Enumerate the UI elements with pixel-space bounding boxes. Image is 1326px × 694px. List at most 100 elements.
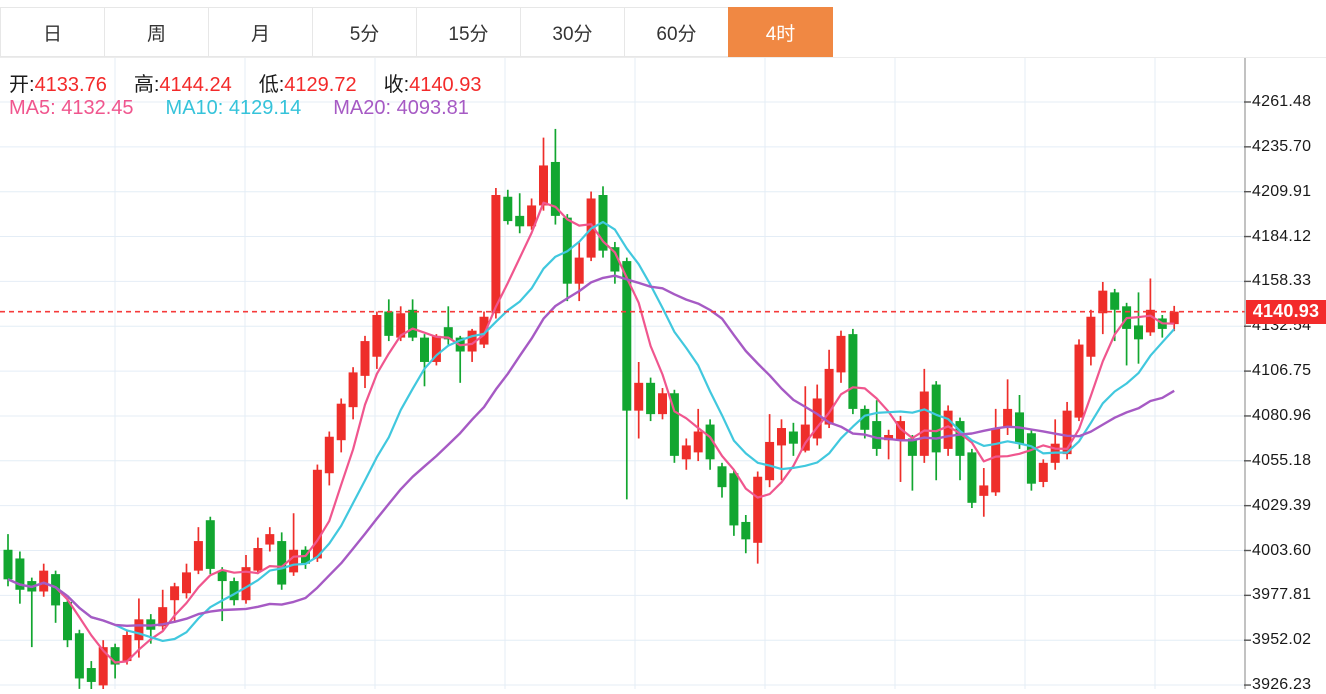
candle [1134, 292, 1143, 364]
y-axis-label: 4080.96 [1252, 406, 1312, 424]
candles-layer [3, 128, 1179, 689]
candle [74, 629, 84, 689]
candle [420, 334, 429, 387]
candle [431, 334, 441, 366]
y-axis-label: 4261.48 [1252, 93, 1312, 110]
y-axis-label: 4003.60 [1252, 541, 1312, 559]
candle [765, 414, 775, 488]
candle [134, 598, 144, 658]
candle [848, 328, 858, 415]
candle [681, 438, 691, 470]
current-price-badge: 4140.93 [1246, 299, 1326, 324]
candle [693, 408, 703, 462]
candle [515, 193, 525, 234]
y-axis-label: 4029.39 [1252, 496, 1312, 514]
candle [193, 527, 203, 575]
timeframe-tab-bar: 日周月 5分 15分 30分 60分 4时 [0, 7, 833, 57]
candle [1169, 305, 1179, 332]
candle [1026, 429, 1036, 491]
candle [907, 434, 917, 491]
y-axis-label: 4209.91 [1252, 182, 1312, 200]
open-label: 开: [9, 74, 35, 96]
tab-30min[interactable]: 30分 [520, 7, 625, 57]
candle [979, 468, 989, 517]
candle [360, 335, 370, 389]
candle [63, 598, 72, 648]
candle [1074, 339, 1084, 422]
tab-60min[interactable]: 60分 [624, 7, 729, 57]
candle [479, 311, 489, 349]
tab-day[interactable]: 日 [0, 7, 105, 57]
candle [919, 368, 929, 463]
candle [1015, 394, 1024, 449]
y-axis-label: 3952.02 [1252, 631, 1312, 649]
ma5-line [7, 201, 1175, 664]
y-axis-label: 4158.33 [1252, 272, 1312, 290]
tab-15min[interactable]: 15分 [416, 7, 521, 57]
ma20-legend: MA20: 4093.81 [333, 97, 469, 119]
candle [229, 577, 239, 606]
candle [1050, 419, 1060, 470]
candle [646, 377, 656, 422]
candle [955, 417, 965, 481]
y-axis-label: 4235.70 [1252, 137, 1312, 155]
low-value: 4129.72 [284, 74, 357, 96]
candle [669, 389, 679, 463]
candle [634, 361, 644, 439]
candle [1038, 459, 1048, 488]
candle [527, 198, 537, 230]
candle [1110, 288, 1120, 342]
candle [1098, 281, 1108, 335]
candle [717, 462, 727, 498]
tab-month[interactable]: 月 [208, 7, 313, 57]
candle [491, 188, 501, 319]
candle [217, 567, 227, 622]
candle [550, 128, 560, 225]
y-axis-label: 4184.12 [1252, 227, 1312, 245]
candle [86, 661, 96, 689]
tab-week[interactable]: 周 [104, 7, 209, 57]
candle [3, 534, 13, 587]
candle [622, 257, 632, 500]
ma20-line [7, 274, 1175, 627]
candle [788, 422, 798, 456]
candle [943, 405, 953, 456]
candle [1145, 278, 1155, 336]
high-label: 高: [133, 74, 160, 96]
candle [39, 563, 49, 597]
candle [51, 570, 61, 623]
candle [277, 532, 287, 590]
candle [562, 214, 572, 302]
candle [312, 464, 322, 562]
high-value: 4144.24 [159, 74, 232, 96]
open-value: 4133.76 [34, 74, 107, 96]
candle [753, 471, 763, 564]
candle [182, 563, 191, 599]
candle [253, 537, 263, 575]
candle [503, 189, 513, 225]
ohlc-readout: 开:4133.76 高:4144.24 低:4129.72 收:4140.93 [9, 68, 508, 97]
candle [467, 328, 477, 362]
tabbar-underline [0, 57, 1326, 58]
candle [122, 629, 132, 665]
candle [729, 469, 739, 536]
candle [777, 419, 786, 481]
tab-5min[interactable]: 5分 [312, 7, 417, 57]
y-axis-label: 4055.18 [1252, 451, 1312, 469]
candle [205, 516, 215, 575]
low-label: 低: [258, 74, 285, 96]
candle [705, 419, 715, 470]
candle [1086, 309, 1096, 366]
ma5-legend: MA5: 4132.45 [9, 97, 134, 119]
close-label: 收: [383, 74, 410, 96]
tab-4hour[interactable]: 4时 [728, 7, 833, 57]
candle [991, 408, 1001, 496]
candle [384, 299, 394, 342]
candle [324, 431, 334, 486]
ma10-legend: MA10: 4129.14 [165, 97, 302, 119]
y-axis-label: 3926.23 [1252, 676, 1312, 694]
candle [741, 514, 751, 554]
candle [539, 137, 548, 211]
